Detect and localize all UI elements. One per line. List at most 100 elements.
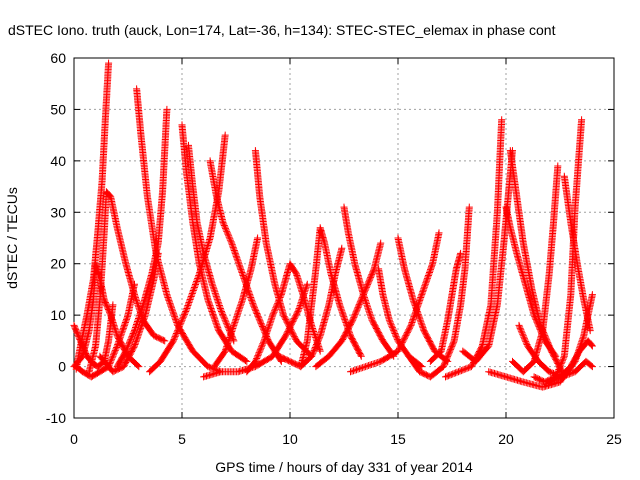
data-point xyxy=(488,371,490,373)
data-point xyxy=(220,309,222,311)
data-point xyxy=(241,299,244,301)
data-point xyxy=(470,365,473,368)
data-point xyxy=(587,340,589,342)
data-point xyxy=(578,350,581,352)
data-point xyxy=(429,376,431,378)
data-point xyxy=(97,365,99,368)
data-point xyxy=(410,324,412,327)
data-point xyxy=(209,160,211,162)
data-point xyxy=(192,350,194,352)
data-point xyxy=(263,340,265,342)
data-point xyxy=(103,232,105,234)
data-point xyxy=(527,345,529,347)
data-point xyxy=(166,293,168,296)
data-point xyxy=(254,365,257,368)
data-point xyxy=(125,350,127,352)
data-point xyxy=(138,365,140,368)
data-point xyxy=(185,309,187,311)
data-point xyxy=(99,299,101,301)
data-point xyxy=(157,242,159,244)
data-point xyxy=(231,242,233,244)
data-point xyxy=(570,365,572,368)
series-14 xyxy=(251,147,316,360)
data-point xyxy=(75,365,77,368)
data-point xyxy=(462,350,464,352)
data-point xyxy=(295,273,298,275)
data-point xyxy=(79,345,82,347)
data-point xyxy=(213,365,215,368)
series-8 xyxy=(96,249,162,376)
data-point xyxy=(557,165,559,167)
x-tick-label: 15 xyxy=(390,431,406,447)
data-point xyxy=(408,355,410,357)
data-point xyxy=(140,134,142,136)
data-point xyxy=(377,268,380,270)
data-point xyxy=(187,144,190,147)
data-point xyxy=(125,263,127,265)
series-12 xyxy=(206,157,285,365)
data-point xyxy=(349,335,352,337)
data-point xyxy=(123,365,125,368)
data-point xyxy=(298,309,300,311)
data-point xyxy=(382,340,384,342)
data-point xyxy=(231,350,233,352)
data-point xyxy=(280,360,282,363)
data-point xyxy=(222,221,224,224)
data-point xyxy=(444,376,447,378)
y-tick-label: 60 xyxy=(50,50,66,66)
plot-frame xyxy=(73,57,615,419)
data-point xyxy=(280,293,282,296)
data-point xyxy=(522,242,524,244)
series-27 xyxy=(442,116,506,381)
data-point xyxy=(95,345,97,347)
data-point xyxy=(107,340,110,342)
data-point xyxy=(172,340,174,342)
data-point xyxy=(533,314,535,316)
data-point xyxy=(161,191,164,193)
data-point xyxy=(442,365,444,368)
data-point xyxy=(99,355,101,357)
data-point xyxy=(352,319,354,321)
data-point xyxy=(192,185,194,188)
data-point xyxy=(542,386,544,388)
y-tick-label: 10 xyxy=(50,307,66,323)
data-point xyxy=(434,350,436,352)
y-tick-label: -10 xyxy=(46,410,66,426)
data-point xyxy=(589,329,591,332)
data-point xyxy=(116,345,118,347)
data-point xyxy=(133,329,136,332)
data-point xyxy=(516,196,518,198)
data-point xyxy=(86,355,88,357)
data-point xyxy=(429,360,431,363)
data-point xyxy=(146,196,149,198)
data-point xyxy=(334,273,336,275)
data-point xyxy=(505,376,507,378)
data-point xyxy=(104,119,106,121)
data-point xyxy=(531,288,533,291)
data-point xyxy=(295,340,298,342)
data-point xyxy=(233,340,235,342)
data-point xyxy=(488,345,490,347)
data-point xyxy=(272,314,274,316)
data-point xyxy=(371,319,373,321)
data-point xyxy=(388,319,390,321)
data-points xyxy=(70,59,596,391)
data-point xyxy=(548,273,550,275)
series-23 xyxy=(347,229,443,376)
data-point xyxy=(211,283,213,285)
data-point xyxy=(144,314,146,316)
y-tick-label: 50 xyxy=(50,101,66,117)
series-20 xyxy=(312,239,385,371)
data-point xyxy=(496,211,498,213)
data-point xyxy=(354,263,356,265)
data-point xyxy=(349,371,352,373)
x-tick-label: 20 xyxy=(498,431,514,447)
x-tick-label: 25 xyxy=(606,431,622,447)
data-point xyxy=(97,232,99,234)
data-point xyxy=(503,242,505,244)
data-point xyxy=(306,283,308,285)
data-point xyxy=(548,381,550,383)
data-point xyxy=(142,304,144,306)
